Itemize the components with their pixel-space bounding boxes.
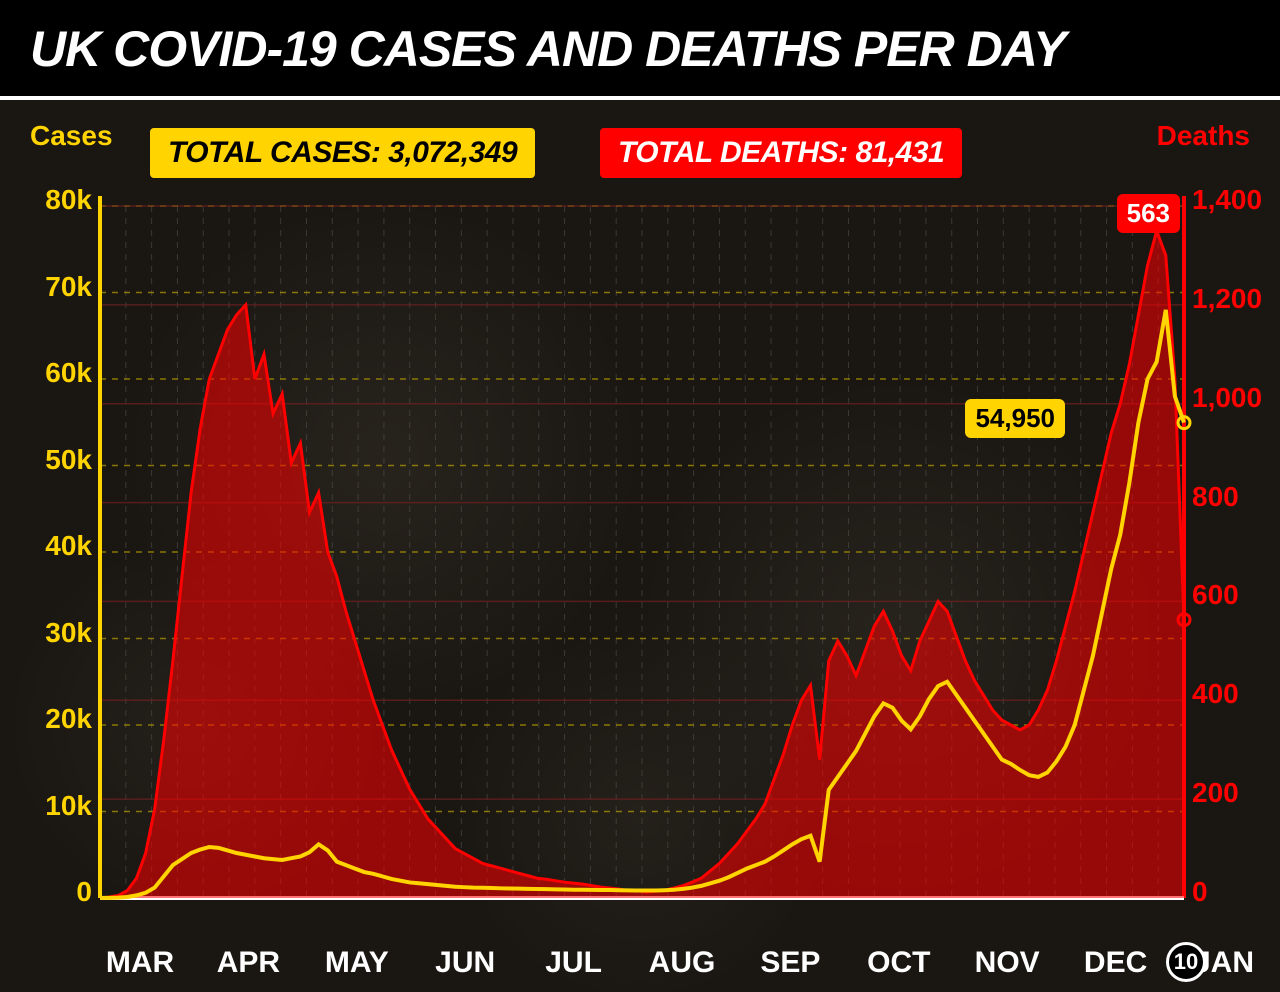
x-tick: OCT <box>867 946 930 980</box>
page-title: UK COVID-19 CASES AND DEATHS PER DAY <box>30 20 1250 78</box>
chart-svg <box>0 100 1280 992</box>
y-right-tick: 600 <box>1192 579 1239 611</box>
y-right-tick: 200 <box>1192 777 1239 809</box>
deaths-latest-callout: 563 <box>1117 194 1180 233</box>
total-cases-badge: TOTAL CASES: 3,072,349 <box>150 128 535 178</box>
y-right-tick: 0 <box>1192 876 1208 908</box>
x-tick: APR <box>217 946 280 980</box>
x-tick: DEC <box>1084 946 1147 980</box>
total-deaths-badge: TOTAL DEATHS: 81,431 <box>600 128 962 178</box>
y-left-tick: 0 <box>76 876 92 908</box>
y-left-tick: 10k <box>45 790 92 822</box>
y-left-tick: 30k <box>45 617 92 649</box>
y-left-tick: 60k <box>45 357 92 389</box>
y-left-tick: 80k <box>45 184 92 216</box>
y-left-tick: 40k <box>45 530 92 562</box>
y-right-tick: 1,400 <box>1192 184 1262 216</box>
y-right-tick: 1,000 <box>1192 382 1262 414</box>
axis-left-title: Cases <box>30 120 113 152</box>
y-left-tick: 20k <box>45 703 92 735</box>
title-bar: UK COVID-19 CASES AND DEATHS PER DAY <box>0 0 1280 100</box>
y-left-tick: 50k <box>45 444 92 476</box>
date-marker: 10 <box>1166 942 1206 982</box>
y-right-tick: 800 <box>1192 481 1239 513</box>
x-tick: JUL <box>545 946 602 980</box>
y-right-tick: 1,200 <box>1192 283 1262 315</box>
x-tick: MAR <box>106 946 174 980</box>
x-tick: AUG <box>649 946 716 980</box>
chart-area: Cases Deaths TOTAL CASES: 3,072,349 TOTA… <box>0 100 1280 992</box>
x-tick: SEP <box>760 946 820 980</box>
x-tick: JUN <box>435 946 495 980</box>
cases-latest-callout: 54,950 <box>965 399 1065 438</box>
y-right-tick: 400 <box>1192 678 1239 710</box>
x-tick: NOV <box>975 946 1040 980</box>
axis-right-title: Deaths <box>1157 120 1250 152</box>
x-tick: MAY <box>325 946 389 980</box>
y-left-tick: 70k <box>45 271 92 303</box>
